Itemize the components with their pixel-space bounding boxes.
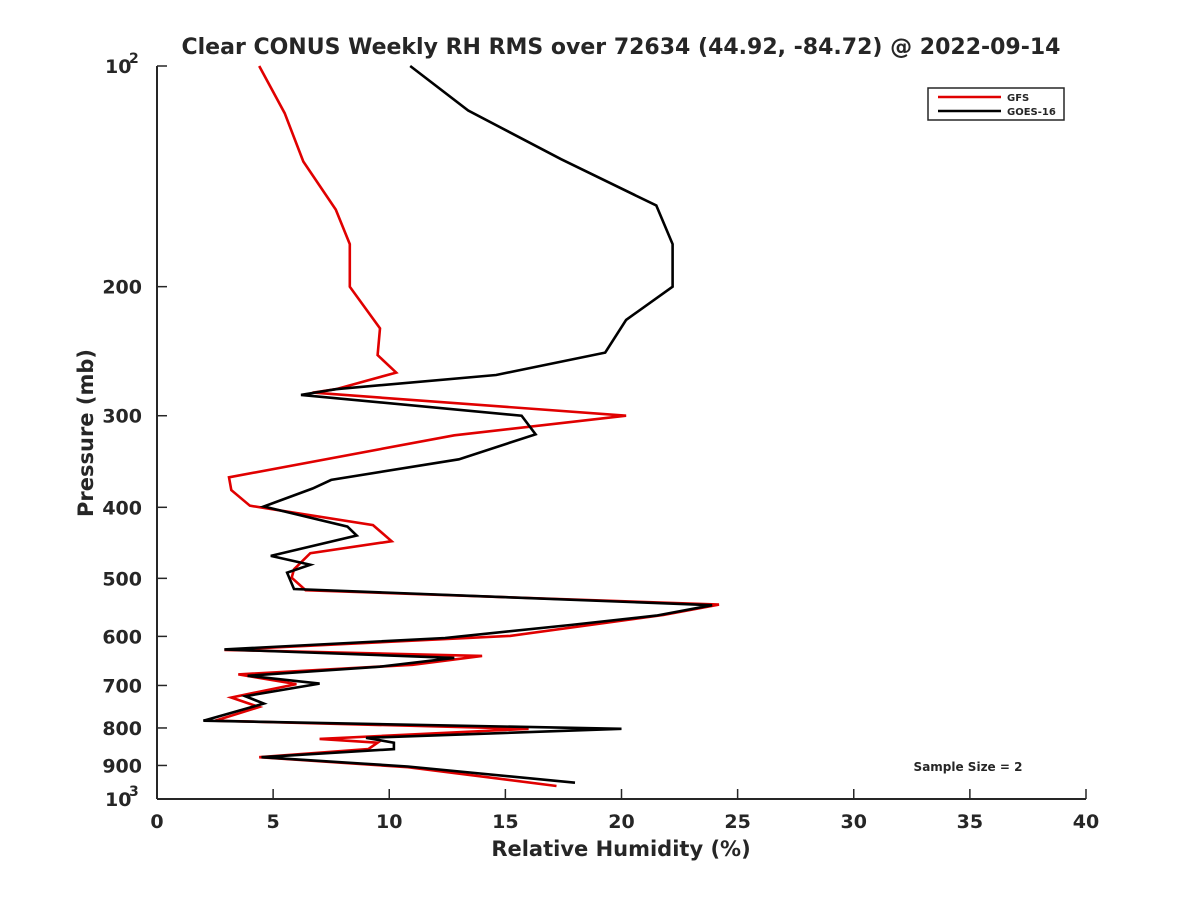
y-tick-label: 600 xyxy=(102,626,142,648)
x-tick-label: 35 xyxy=(957,811,983,833)
x-tick-label: 5 xyxy=(267,811,280,833)
sample-size-annotation: Sample Size = 2 xyxy=(914,760,1023,774)
chart-title: Clear CONUS Weekly RH RMS over 72634 (44… xyxy=(182,35,1061,60)
y-tick-label: 700 xyxy=(102,675,142,697)
y-axis-label: Pressure (mb) xyxy=(74,349,98,517)
series-group xyxy=(203,64,720,788)
x-tick-label: 10 xyxy=(376,811,402,833)
legend-goes16-label: GOES-16 xyxy=(1007,107,1056,118)
x-tick-label: 30 xyxy=(841,811,867,833)
x-axis-label: Relative Humidity (%) xyxy=(491,837,750,861)
y-tick-label-exponent: 2 xyxy=(129,51,139,67)
y-tick-label: 500 xyxy=(102,568,142,590)
x-tick-label: 15 xyxy=(492,811,518,833)
y-tick-label: 800 xyxy=(102,718,142,740)
x-tick-label: 40 xyxy=(1073,811,1099,833)
x-tick-label: 20 xyxy=(608,811,634,833)
y-tick-label: 400 xyxy=(102,497,142,519)
legend-gfs-label: GFS xyxy=(1007,93,1029,104)
legend-box xyxy=(927,87,1065,121)
x-ticks: 0 5 10 15 20 25 30 35 40 xyxy=(150,789,1099,833)
y-tick-label: 10 xyxy=(105,56,131,78)
legend: GFS GOES-16 xyxy=(927,87,1065,121)
y-tick-label-exponent: 3 xyxy=(129,784,139,800)
x-tick-label: 25 xyxy=(724,811,750,833)
series-line-goes16 xyxy=(203,64,713,784)
y-tick-label: 200 xyxy=(102,277,142,299)
y-tick-label: 900 xyxy=(102,755,142,777)
y-tick-label: 300 xyxy=(102,406,142,428)
x-tick-label: 0 xyxy=(150,811,163,833)
y-tick-label: 10 xyxy=(105,789,131,811)
